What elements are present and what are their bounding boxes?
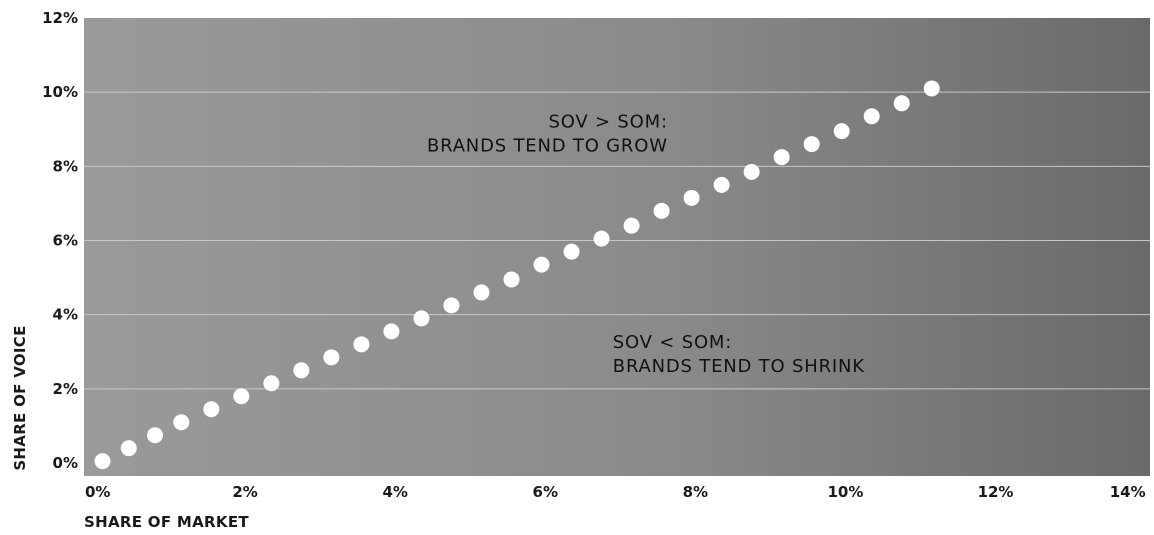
y-axis-ticks: 0% 2% 4% 6% 8% 10% 12%: [42, 9, 78, 472]
data-point: [323, 349, 340, 366]
data-point: [353, 336, 370, 353]
data-point: [623, 217, 640, 234]
annotations: SOV > SOM: BRANDS TEND TO GROW SOV < SOM: B…: [427, 111, 865, 377]
data-point: [94, 453, 111, 470]
annotation-label: SOV < SOM: BRANDS TEND TO SHRINK: [613, 332, 865, 377]
annotation-line: SOV < SOM:: [613, 332, 732, 353]
gridlines: [84, 91, 1150, 390]
data-point: [293, 362, 310, 379]
y-axis-title: SHARE OF VOICE: [11, 325, 29, 470]
y-tick-label: 4%: [53, 306, 78, 324]
data-point: [120, 440, 137, 457]
data-point: [233, 388, 250, 405]
x-tick-label: 10%: [827, 483, 863, 501]
data-point: [893, 95, 910, 112]
annotation-label: SOV > SOM: BRANDS TEND TO GROW: [427, 111, 668, 156]
data-point: [443, 297, 460, 314]
y-tick-label: 10%: [42, 83, 78, 101]
x-axis-title: SHARE OF MARKET: [84, 513, 249, 531]
x-tick-label: 12%: [978, 483, 1014, 501]
annotation-line: SOV > SOM:: [549, 111, 668, 132]
data-points: [94, 80, 940, 470]
data-point: [773, 149, 790, 166]
y-tick-label: 0%: [53, 454, 78, 472]
data-point: [833, 123, 850, 140]
x-tick-label: 8%: [683, 483, 708, 501]
data-point: [803, 136, 820, 153]
data-point: [147, 427, 164, 444]
y-tick-label: 2%: [53, 380, 78, 398]
x-tick-label: 14%: [1110, 483, 1146, 501]
y-tick-label: 12%: [42, 9, 78, 27]
data-point: [413, 310, 430, 327]
data-point: [743, 163, 760, 180]
annotation-line: BRANDS TEND TO SHRINK: [613, 356, 865, 377]
data-point: [533, 256, 550, 273]
data-point: [923, 80, 940, 97]
x-tick-label: 2%: [232, 483, 257, 501]
annotation-line: BRANDS TEND TO GROW: [427, 135, 668, 156]
data-point: [713, 176, 730, 193]
data-point: [263, 375, 280, 392]
data-point: [563, 243, 580, 260]
plot-area: [84, 18, 1150, 476]
y-tick-label: 6%: [53, 232, 78, 250]
data-point: [593, 230, 610, 247]
x-tick-label: 6%: [533, 483, 558, 501]
data-point: [653, 202, 670, 219]
y-tick-label: 8%: [53, 157, 78, 175]
data-point: [203, 401, 220, 418]
data-point: [683, 189, 700, 206]
x-tick-label: 4%: [382, 483, 407, 501]
data-point: [863, 108, 880, 125]
x-axis-ticks: 0% 2% 4% 6% 8% 10% 12% 14%: [85, 483, 1146, 501]
data-point: [503, 271, 520, 288]
data-point: [473, 284, 490, 301]
data-point: [383, 323, 400, 340]
x-tick-label: 0%: [85, 483, 110, 501]
data-point: [173, 414, 190, 431]
